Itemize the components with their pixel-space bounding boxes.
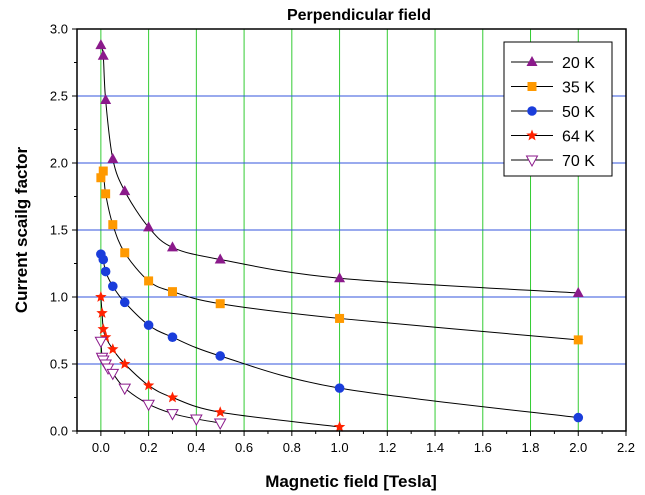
data-point bbox=[98, 254, 109, 265]
data-point bbox=[572, 286, 584, 297]
legend: 20 K 35 K 50 K 64 K 70 K bbox=[503, 41, 613, 177]
data-point bbox=[143, 320, 154, 330]
data-point bbox=[101, 189, 111, 199]
data-point bbox=[94, 336, 108, 349]
data-point bbox=[119, 185, 131, 196]
x-tick-label: 1.8 bbox=[521, 440, 539, 455]
legend-label: 70 K bbox=[562, 153, 595, 170]
data-point bbox=[215, 299, 225, 309]
y-tick-label: 1.5 bbox=[50, 223, 68, 238]
y-tick-label: 0.5 bbox=[50, 357, 68, 372]
x-tick-label: 2.0 bbox=[569, 440, 587, 455]
y-axis-label: Current scailg factor bbox=[12, 146, 31, 313]
data-point bbox=[99, 331, 112, 343]
data-point bbox=[333, 420, 346, 432]
data-point bbox=[214, 253, 226, 264]
x-tick-label: 1.0 bbox=[331, 440, 349, 455]
x-axis-label: Magnetic field [Tesla] bbox=[265, 472, 437, 491]
data-point bbox=[143, 221, 155, 232]
data-point bbox=[334, 383, 345, 393]
data-point bbox=[215, 351, 226, 361]
data-point bbox=[119, 297, 130, 308]
legend-label: 20 K bbox=[562, 55, 595, 72]
data-point bbox=[190, 414, 203, 426]
legend-label: 64 K bbox=[562, 129, 595, 146]
x-tick-label: 2.2 bbox=[617, 440, 635, 455]
fit-line-3 bbox=[100, 296, 340, 428]
data-point bbox=[120, 248, 130, 258]
data-points bbox=[94, 39, 584, 432]
data-point bbox=[119, 358, 131, 369]
data-point bbox=[213, 418, 227, 430]
data-point bbox=[573, 412, 584, 423]
y-tick-label: 2.0 bbox=[50, 156, 68, 171]
data-point bbox=[96, 173, 106, 183]
x-tick-label: 0.2 bbox=[140, 440, 158, 455]
data-point bbox=[106, 368, 120, 381]
x-tick-label: 1.6 bbox=[474, 440, 492, 455]
data-point bbox=[166, 409, 179, 421]
data-point bbox=[95, 291, 107, 302]
x-tick-label: 0.4 bbox=[187, 440, 205, 455]
data-point bbox=[335, 313, 345, 323]
data-point bbox=[166, 391, 179, 403]
legend-box bbox=[503, 41, 613, 177]
legend-marker bbox=[526, 56, 538, 66]
data-point bbox=[142, 379, 155, 391]
data-point bbox=[573, 335, 583, 345]
data-point bbox=[144, 276, 154, 286]
data-point bbox=[108, 220, 118, 230]
legend-marker bbox=[527, 82, 537, 91]
x-tick-label: 1.2 bbox=[378, 440, 396, 455]
data-point bbox=[100, 266, 111, 277]
chart-title: Perpendicular field bbox=[287, 7, 431, 24]
data-point bbox=[108, 281, 118, 292]
x-tick-label: 1.4 bbox=[426, 440, 444, 455]
y-tick-label: 1.0 bbox=[50, 290, 68, 305]
x-tick-label: 0.0 bbox=[92, 440, 110, 455]
data-point bbox=[96, 307, 108, 318]
data-point bbox=[167, 332, 178, 343]
data-point bbox=[95, 39, 107, 50]
legend-marker bbox=[526, 129, 538, 141]
y-tick-label: 3.0 bbox=[50, 22, 68, 37]
data-point bbox=[97, 323, 109, 335]
data-point bbox=[97, 49, 109, 60]
legend-label: 35 K bbox=[562, 80, 595, 97]
grid bbox=[77, 29, 627, 431]
y-tick-label: 0.0 bbox=[50, 424, 68, 439]
legend-label: 50 K bbox=[562, 104, 595, 121]
legend-marker bbox=[527, 106, 537, 116]
data-point bbox=[107, 343, 119, 355]
axis-ticks: 0.0 0.2 0.4 0.6 0.8 1.0 1.2 1.4 1.6 1.8 2.0 2.2 0.0 0… bbox=[50, 22, 635, 456]
data-point bbox=[142, 399, 155, 412]
x-tick-label: 0.6 bbox=[235, 440, 253, 455]
y-tick-label: 2.5 bbox=[50, 89, 68, 104]
data-point bbox=[100, 94, 112, 105]
data-point bbox=[166, 241, 178, 252]
data-point bbox=[214, 406, 226, 418]
data-point bbox=[107, 152, 119, 163]
data-point bbox=[167, 287, 177, 297]
data-point bbox=[334, 272, 346, 283]
data-point bbox=[118, 383, 132, 396]
x-tick-label: 0.8 bbox=[283, 440, 301, 455]
legend-marker bbox=[525, 155, 539, 168]
data-point bbox=[98, 166, 108, 176]
